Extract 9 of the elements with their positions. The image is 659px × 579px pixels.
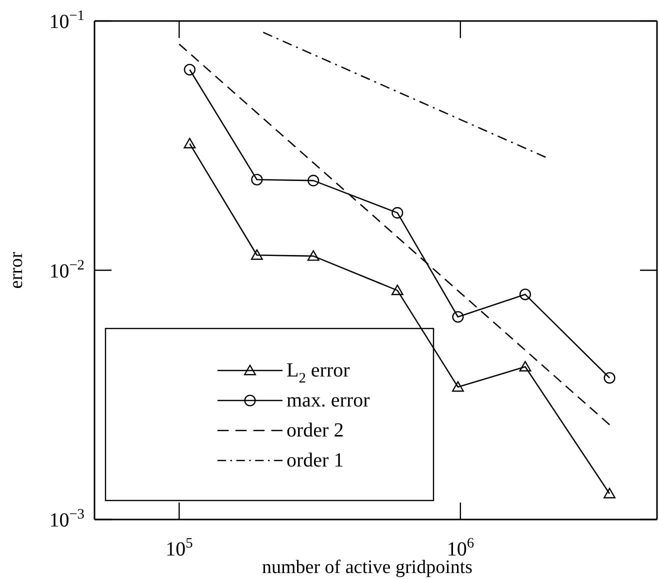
legend-label: order 1 [286, 450, 344, 472]
legend-label: order 2 [286, 420, 344, 442]
legend-label: max. error [286, 390, 370, 412]
y-axis-title: error [6, 251, 27, 289]
y-tick-label: 10$^{−1}$ [49, 8, 84, 33]
legend-label: L$_{2}$ error [286, 360, 350, 386]
y-tick-label: 10$^{−3}$ [49, 506, 84, 532]
x-tick-label: 10$^{5}$ [166, 536, 193, 560]
y-tick-label: 10$^{−2}$ [49, 257, 84, 282]
